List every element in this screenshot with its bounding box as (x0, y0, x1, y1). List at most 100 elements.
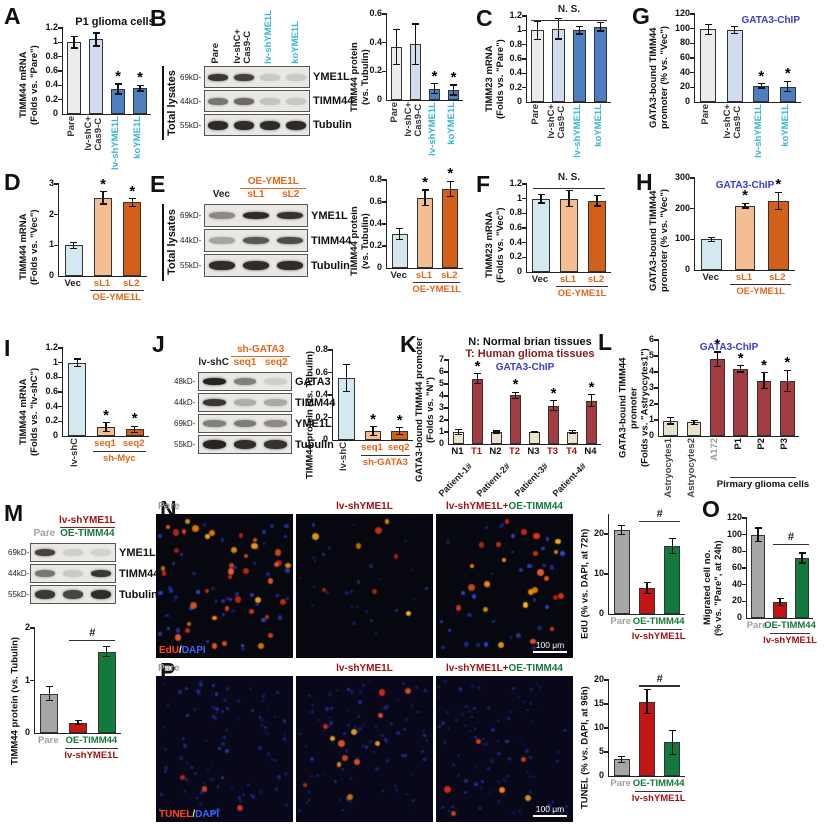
error-bar-line (787, 81, 789, 92)
error-bar-cap (369, 425, 377, 428)
y-tick-label: 300 (674, 172, 690, 182)
plot-area: 0 1 2 # (25, 622, 121, 737)
chip-annotation: GATA3-ChIP (715, 180, 775, 191)
y-tick-mark (604, 573, 609, 575)
blot-lane (205, 67, 231, 87)
protein-band (233, 399, 257, 406)
blot-lane (205, 230, 239, 251)
error-bar-cap (70, 247, 78, 249)
y-tick-label: 0.2 (369, 240, 382, 250)
cell-dot (190, 765, 194, 770)
protein-band (234, 120, 254, 130)
cell-dot (298, 808, 302, 812)
cell-dot (182, 744, 187, 749)
cell-dot (412, 597, 416, 601)
y-tick-label: 1 (24, 674, 30, 685)
image-label-part: lv-shYME1L+ (446, 501, 509, 512)
cell-dot (161, 571, 167, 576)
bar (547, 405, 560, 444)
y-tick-label: 5 (438, 378, 444, 388)
bar (123, 202, 142, 276)
cell-dot (328, 716, 332, 720)
lane-label: Vec (212, 189, 230, 200)
cell-dot (184, 777, 188, 781)
panel-b-chart: TIMM44 protein (vs. Tubulin) 0 0.2 0.4 0.6 * *… (349, 8, 463, 157)
cell-dot (438, 724, 442, 728)
blot-row: 44kD- TIMM44 (162, 229, 359, 252)
error-bar-cap (550, 409, 557, 411)
x-label: Pare (529, 104, 541, 125)
error-bar-cap (493, 430, 500, 432)
x-label: N3 (527, 446, 540, 457)
cell-dot (204, 739, 208, 743)
protein-band (286, 120, 306, 130)
cell-dot (544, 575, 550, 582)
y-tick-mark (690, 42, 695, 44)
cell-dot (280, 598, 287, 605)
significance-star: * (129, 182, 136, 200)
error-bar-cap (704, 33, 712, 36)
cell-dot (560, 550, 566, 556)
y-tick-label: 0.4 (369, 36, 382, 47)
y-tick-label: 1 (516, 192, 522, 203)
cell-dot (357, 714, 361, 718)
cell-dot (394, 788, 399, 793)
y-tick-mark (328, 349, 333, 351)
cell-dot (311, 703, 315, 707)
cell-dot (274, 548, 282, 556)
cell-dot (341, 768, 344, 771)
y-tick-label: 80 (679, 37, 690, 48)
x-label: lv-shYME1L (426, 102, 438, 156)
protein-band (90, 590, 112, 599)
kd-label: 44kD- (180, 96, 202, 106)
cell-dot (422, 733, 427, 738)
cell-dot (455, 719, 459, 723)
cell-dot (174, 634, 182, 642)
cell-dot (384, 739, 389, 743)
cell-dot (285, 562, 291, 568)
y-tick-mark (444, 419, 449, 421)
protein-name: Tubulin (311, 259, 350, 272)
error-bar-line (540, 194, 542, 204)
cell-dot (456, 753, 461, 758)
plot-area: 0 5 10 15 20 # (594, 673, 685, 780)
error-bar-cap (45, 686, 53, 688)
image-label-part: Pare (158, 663, 180, 674)
cell-dot (364, 745, 368, 749)
cell-dot (405, 792, 408, 796)
kd-label: 44kD- (8, 569, 30, 578)
panel-f-chart: TIMM23 mRNA (Folds vs. "Vec") 0 0.2 0.4 0.6 0… (482, 172, 611, 307)
x-label: lv-shC+ Cas9-C (83, 116, 104, 151)
protein-band (90, 570, 112, 577)
cell-dot (410, 569, 414, 573)
cell-dot (265, 614, 270, 619)
kd-label: 69kD- (180, 72, 202, 82)
x-axis-labels: lv-shC seq1 seq2 sh-GATA3 (332, 441, 412, 489)
y-tick-mark (690, 28, 695, 30)
cell-dot (506, 774, 509, 778)
cell-dot (258, 716, 262, 719)
cell-dot (468, 584, 475, 591)
image-label-part: Pare (158, 501, 180, 512)
y-tick-label: 3 (48, 178, 54, 188)
cell-dot (277, 615, 283, 620)
y-tick-label: 0 (24, 727, 30, 737)
y-tick-mark (690, 13, 695, 15)
cell-dot (510, 533, 515, 538)
x-label: seq2 (387, 442, 410, 453)
cell-dot (239, 800, 242, 803)
error-bar-cap (446, 180, 454, 182)
blot-lane (205, 115, 231, 135)
cell-dot (380, 733, 384, 738)
cell-dot (439, 620, 443, 624)
blot-lane (260, 373, 291, 390)
error-bar-cap (493, 432, 500, 434)
cell-dot (233, 565, 237, 570)
protein-band (264, 420, 288, 427)
error-bar-cap (741, 202, 749, 204)
error-bar-line (786, 370, 788, 392)
bar (530, 30, 544, 102)
blot-lane (59, 544, 87, 561)
x-label: sL2 (769, 272, 786, 283)
cell-dot (242, 568, 249, 575)
